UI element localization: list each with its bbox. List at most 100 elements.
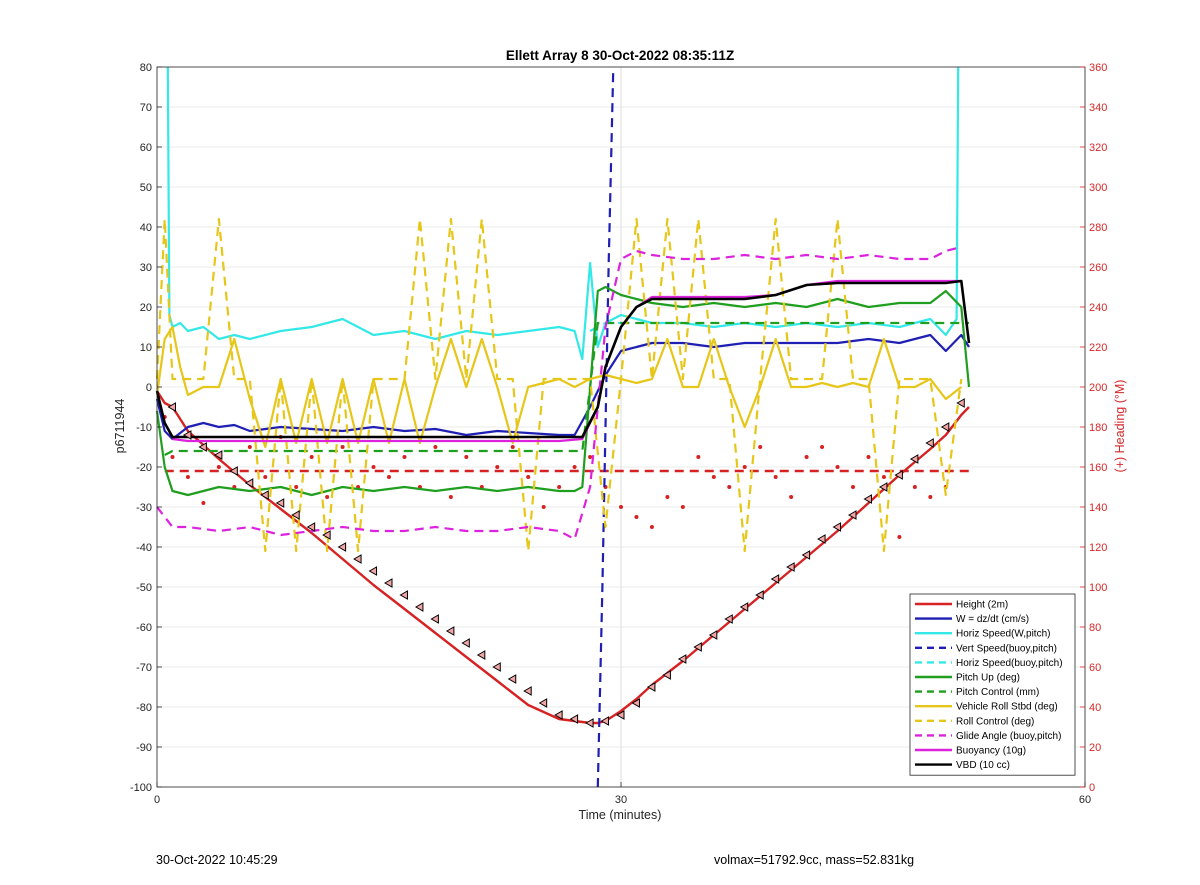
height-marker: [167, 402, 176, 412]
height-marker: [925, 438, 934, 448]
legend-item-horiz-speed-w-pitch: Horiz Speed(W,pitch): [956, 629, 1050, 640]
height-marker: [600, 716, 610, 726]
heading-point: [510, 445, 515, 449]
y2-tick-label: 160: [1089, 462, 1107, 474]
heading-point: [742, 465, 747, 469]
y-tick-label: -10: [136, 422, 152, 434]
height-marker: [909, 454, 919, 464]
height-marker: [430, 614, 439, 624]
heading-point: [727, 485, 732, 489]
heading-point: [464, 455, 469, 459]
height-marker: [847, 510, 857, 520]
height-marker: [275, 498, 285, 508]
height-marker: [940, 422, 950, 432]
y2-tick-label: 360: [1089, 62, 1107, 74]
y-tick-label: -20: [136, 462, 152, 474]
y-tick-label: -50: [136, 582, 152, 594]
y-tick-label: 30: [140, 262, 152, 274]
height-marker: [399, 590, 408, 600]
x-tick-label: 30: [615, 794, 627, 806]
height-marker: [615, 710, 625, 720]
heading-point: [851, 485, 855, 489]
y2-tick-label: 340: [1089, 102, 1107, 114]
heading-point: [448, 495, 453, 499]
y2-tick-label: 60: [1089, 662, 1101, 674]
y2-tick-label: 120: [1089, 542, 1107, 554]
y2-tick-label: 200: [1089, 382, 1107, 394]
heading-point: [835, 465, 840, 469]
height-marker: [956, 398, 965, 408]
height-marker: [739, 602, 749, 612]
heading-point: [804, 455, 809, 459]
legend-item-vert-speed-buoy-pitch: Vert Speed(buoy,pitch): [956, 643, 1057, 654]
legend-item-height-2m: Height (2m): [956, 600, 1008, 611]
height-marker: [631, 698, 640, 708]
y-tick-label: -40: [136, 542, 152, 554]
y-tick-label: 60: [140, 142, 152, 154]
height-marker: [368, 566, 378, 576]
height-marker: [724, 614, 733, 624]
y-tick-label: -90: [136, 742, 152, 754]
x-ticks: 0 30 60: [154, 782, 1091, 806]
heading-point: [185, 475, 190, 479]
y2-tick-label: 80: [1089, 622, 1101, 634]
height-marker: [801, 550, 811, 560]
y2-tick-label: 0: [1089, 782, 1095, 794]
heading-point: [572, 465, 577, 469]
y2-tick-label: 140: [1089, 502, 1107, 514]
height-marker: [383, 578, 393, 588]
height-marker: [894, 470, 903, 480]
series-glide-angle-buoy-pitch: [156, 245, 962, 541]
heading-point: [201, 501, 206, 505]
height-marker: [755, 590, 764, 600]
x-tick-label: 0: [154, 794, 160, 806]
y2-tick-label: 20: [1089, 742, 1101, 754]
legend-item-w-dz-dt-cm-s: W = dz/dt (cm/s): [956, 614, 1029, 625]
heading-point: [634, 515, 639, 519]
y-tick-label: 70: [140, 102, 152, 114]
y-tick-label: 0: [146, 382, 152, 394]
y-tick-label: -70: [136, 662, 152, 674]
y-tick-label: 40: [140, 222, 152, 234]
y-tick-label: 80: [140, 62, 152, 74]
height-marker: [585, 718, 594, 728]
y2-tick-label: 300: [1089, 182, 1107, 194]
height-marker: [770, 574, 780, 584]
y-tick-label: -30: [136, 502, 152, 514]
height-marker: [476, 650, 486, 660]
y-axis-label: p6711944: [113, 399, 127, 454]
chart-title: Ellett Array 8 30-Oct-2022 08:35:11Z: [506, 48, 734, 63]
height-marker: [507, 674, 517, 684]
heading-point: [665, 495, 670, 499]
series-w-dz-dt-cm-s: [155, 333, 970, 441]
height-marker: [492, 662, 501, 672]
heading-point: [340, 445, 345, 449]
y-tick-label: 10: [140, 342, 152, 354]
y2-tick-label: 320: [1089, 142, 1107, 154]
height-marker: [677, 654, 687, 664]
heading-point: [649, 525, 654, 529]
height-marker: [260, 490, 269, 500]
heading-point: [309, 455, 314, 459]
heading-point: [294, 485, 299, 489]
y-tick-label: 20: [140, 302, 152, 314]
height-marker: [538, 698, 548, 708]
legend-item-pitch-control-mm: Pitch Control (mm): [956, 687, 1039, 698]
height-marker: [244, 478, 254, 488]
y2-tick-label: 280: [1089, 222, 1107, 234]
y2-tick-label: 100: [1089, 582, 1107, 594]
series-vert-speed-buoy-pitch: [596, 66, 615, 788]
heading-point: [325, 495, 330, 499]
x-tick-label: 60: [1079, 794, 1091, 806]
height-marker: [832, 522, 842, 532]
legend-item-vehicle-roll-stbd-deg: Vehicle Roll Stbd (deg): [956, 702, 1058, 713]
left-y-ticks: -100-90-80-70-60-50-40-30-20-10010203040…: [130, 62, 162, 794]
heading-point: [557, 485, 562, 489]
heading-point: [680, 505, 685, 509]
footer-timestamp: 30-Oct-2022 10:45:29: [156, 853, 278, 867]
series-roll-control-deg: [155, 217, 963, 553]
y-tick-label: -80: [136, 702, 152, 714]
heading-point: [866, 455, 871, 459]
heading-point: [711, 475, 716, 479]
